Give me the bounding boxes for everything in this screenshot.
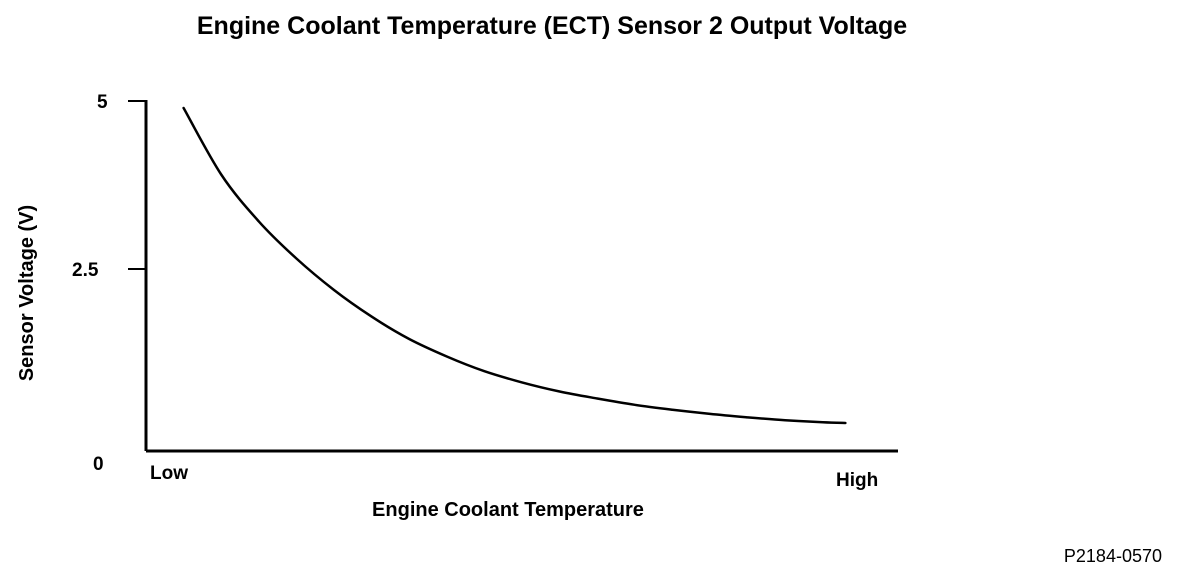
y-axis-label: Sensor Voltage (V) bbox=[16, 205, 38, 381]
figure-id: P2184-0570 bbox=[1063, 546, 1162, 566]
y-tick-label-5: 5 bbox=[97, 92, 108, 113]
x-tick-label-high: High bbox=[836, 470, 878, 491]
chart-title: Engine Coolant Temperature (ECT) Sensor … bbox=[196, 12, 908, 40]
series-line-sensor-voltage bbox=[182, 106, 847, 425]
y-tick-label-2-5: 2.5 bbox=[72, 260, 99, 281]
x-axis-label: Engine Coolant Temperature bbox=[372, 499, 644, 521]
x-tick-label-low: Low bbox=[150, 463, 188, 484]
y-tick-label-0: 0 bbox=[93, 454, 104, 475]
